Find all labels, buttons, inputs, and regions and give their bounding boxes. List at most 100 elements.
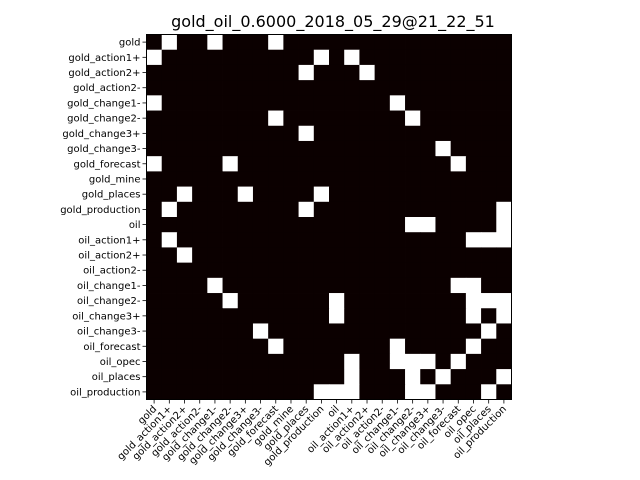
heatmap-cell [237, 156, 254, 172]
heatmap-cell [450, 156, 467, 172]
heatmap-cell [374, 34, 391, 51]
heatmap-cell [481, 338, 497, 355]
heatmap-cell [252, 140, 269, 157]
heatmap-cell [313, 217, 330, 233]
heatmap-cell [268, 186, 284, 203]
heatmap-cell [465, 140, 482, 157]
heatmap-cell [176, 369, 193, 385]
heatmap-cell [420, 262, 436, 279]
heatmap-cell [435, 125, 452, 142]
heatmap-cell [435, 34, 452, 51]
heatmap-cell [298, 262, 315, 279]
heatmap-cell [176, 140, 193, 157]
heatmap-cell [222, 95, 239, 111]
heatmap-cell [237, 49, 254, 66]
heatmap-cell [389, 384, 406, 400]
heatmap-cell [313, 34, 330, 51]
heatmap-cell [176, 95, 193, 111]
heatmap-cell [252, 201, 269, 218]
heatmap-cell [313, 277, 330, 294]
heatmap-cell [329, 171, 345, 187]
heatmap-cell [496, 201, 512, 218]
heatmap-cell [176, 293, 193, 309]
heatmap-cell [420, 171, 436, 187]
heatmap-cell [481, 293, 497, 309]
heatmap-cell [329, 353, 345, 370]
heatmap-cell [298, 49, 315, 66]
heatmap-cell [146, 156, 163, 172]
heatmap-cell [420, 217, 436, 233]
heatmap-cell [465, 49, 482, 66]
heatmap-cell [481, 34, 497, 51]
heatmap-cell [298, 353, 315, 370]
heatmap-cell [237, 247, 254, 264]
heatmap-cell [496, 369, 512, 385]
heatmap-cell [313, 171, 330, 187]
heatmap-cell [161, 323, 178, 340]
heatmap-cell [222, 384, 239, 400]
heatmap-cell [207, 262, 223, 279]
heatmap-cell [329, 186, 345, 203]
heatmap-cell [450, 140, 467, 157]
heatmap-cell [283, 34, 299, 51]
heatmap-cell [344, 323, 360, 340]
heatmap-cell [192, 49, 208, 66]
heatmap-cell [176, 80, 193, 96]
heatmap-cell [268, 110, 284, 127]
heatmap-cell [161, 34, 178, 51]
heatmap-cell [435, 217, 452, 233]
heatmap-cell [161, 338, 178, 355]
heatmap-cell [344, 262, 360, 279]
heatmap-cell [146, 262, 163, 279]
heatmap-cell [465, 232, 482, 248]
heatmap-cell [465, 384, 482, 400]
heatmap-cell [252, 80, 269, 96]
heatmap-cells [146, 34, 512, 400]
heatmap-cell [374, 293, 391, 309]
heatmap-cell [405, 262, 421, 279]
heatmap-cell [313, 262, 330, 279]
heatmap-cell [405, 353, 421, 370]
heatmap-cell [435, 384, 452, 400]
heatmap-cell [374, 353, 391, 370]
y-tick-label: gold_change2- [67, 114, 141, 125]
heatmap-cell [252, 353, 269, 370]
heatmap-cell [465, 369, 482, 385]
heatmap-cell [283, 232, 299, 248]
heatmap-cell [450, 323, 467, 340]
heatmap-cell [329, 156, 345, 172]
heatmap-cell [222, 323, 239, 340]
heatmap-cell [374, 338, 391, 355]
heatmap-cell [252, 125, 269, 142]
heatmap-cell [298, 293, 315, 309]
heatmap-cell [207, 156, 223, 172]
y-tick-label: gold_action1+ [68, 53, 140, 64]
heatmap-cell [237, 323, 254, 340]
heatmap-cell [405, 34, 421, 51]
heatmap-cell [450, 232, 467, 248]
heatmap-cell [405, 110, 421, 127]
heatmap-cell [496, 277, 512, 294]
heatmap-cell [268, 308, 284, 324]
heatmap-cell [207, 384, 223, 400]
heatmap-cell [465, 353, 482, 370]
heatmap-cell [192, 201, 208, 218]
heatmap-cell [435, 110, 452, 127]
heatmap-cell [450, 64, 467, 81]
heatmap-cell [344, 384, 360, 400]
heatmap-cell [252, 323, 269, 340]
heatmap-cell [496, 186, 512, 203]
heatmap-cell [329, 49, 345, 66]
heatmap-cell [313, 95, 330, 111]
heatmap-cell [161, 262, 178, 279]
heatmap-cell [176, 64, 193, 81]
heatmap-cell [450, 277, 467, 294]
heatmap-cell [268, 125, 284, 142]
heatmap-cell [450, 384, 467, 400]
heatmap-cell [420, 64, 436, 81]
heatmap-cell [496, 34, 512, 51]
heatmap-cell [389, 186, 406, 203]
heatmap-cell [435, 232, 452, 248]
heatmap-cell [222, 369, 239, 385]
heatmap-cell [374, 49, 391, 66]
